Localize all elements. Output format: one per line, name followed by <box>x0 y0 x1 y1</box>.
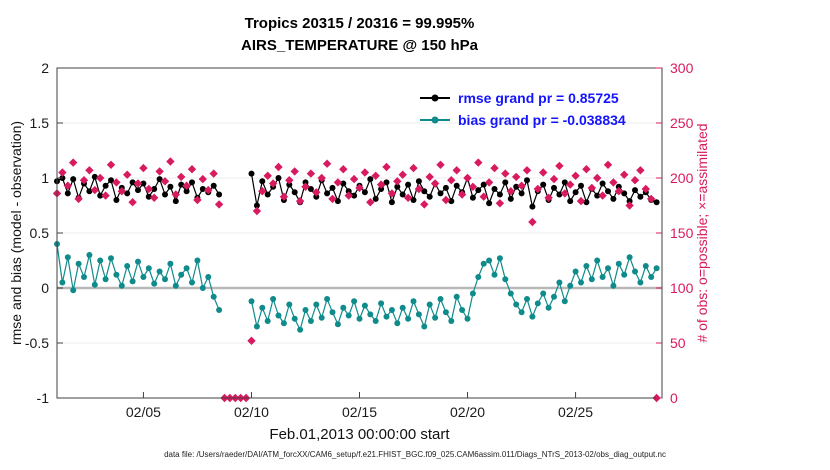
svg-text:-1: -1 <box>37 390 50 406</box>
svg-text:02/20: 02/20 <box>450 404 485 420</box>
chart-title: Tropics 20315 / 20316 = 99.995% <box>244 15 475 32</box>
svg-text:-0.5: -0.5 <box>25 335 49 351</box>
svg-text:250: 250 <box>670 115 694 131</box>
svg-text:1.5: 1.5 <box>30 115 50 131</box>
left-axis-label: rmse and bias (model - observation) <box>8 120 24 346</box>
svg-text:300: 300 <box>670 60 694 76</box>
bias-line-sample <box>420 116 450 124</box>
svg-text:0: 0 <box>670 390 678 406</box>
right-axis-label: # of obs: o=possible; ×=assimilated <box>694 123 710 343</box>
rmse-line-sample <box>420 94 450 102</box>
svg-text:02/10: 02/10 <box>234 404 269 420</box>
rmse-marker-icon <box>431 94 439 102</box>
svg-text:50: 50 <box>670 335 686 351</box>
svg-text:02/05: 02/05 <box>126 404 161 420</box>
svg-text:1: 1 <box>41 170 49 186</box>
legend-item-rmse: rmse grand pr = 0.85725 <box>420 87 626 109</box>
bias-marker-icon <box>431 116 439 124</box>
svg-text:200: 200 <box>670 170 694 186</box>
svg-text:100: 100 <box>670 280 694 296</box>
chart-subtitle: AIRS_TEMPERATURE @ 150 hPa <box>241 37 478 54</box>
legend-label-rmse: rmse grand pr = 0.85725 <box>458 90 619 106</box>
svg-text:150: 150 <box>670 225 694 241</box>
data-file-path: data file: /Users/raeder/DAI/ATM_forcXX/… <box>164 450 666 459</box>
svg-text:2: 2 <box>41 60 49 76</box>
svg-text:02/15: 02/15 <box>342 404 377 420</box>
svg-text:02/25: 02/25 <box>558 404 593 420</box>
svg-text:0: 0 <box>41 280 49 296</box>
legend-label-bias: bias grand pr = -0.038834 <box>458 112 626 128</box>
x-axis-label: Feb.01,2013 00:00:00 start <box>269 426 450 443</box>
svg-text:0.5: 0.5 <box>30 225 50 241</box>
legend-item-bias: bias grand pr = -0.038834 <box>420 109 626 131</box>
legend: rmse grand pr = 0.85725 bias grand pr = … <box>420 87 626 131</box>
